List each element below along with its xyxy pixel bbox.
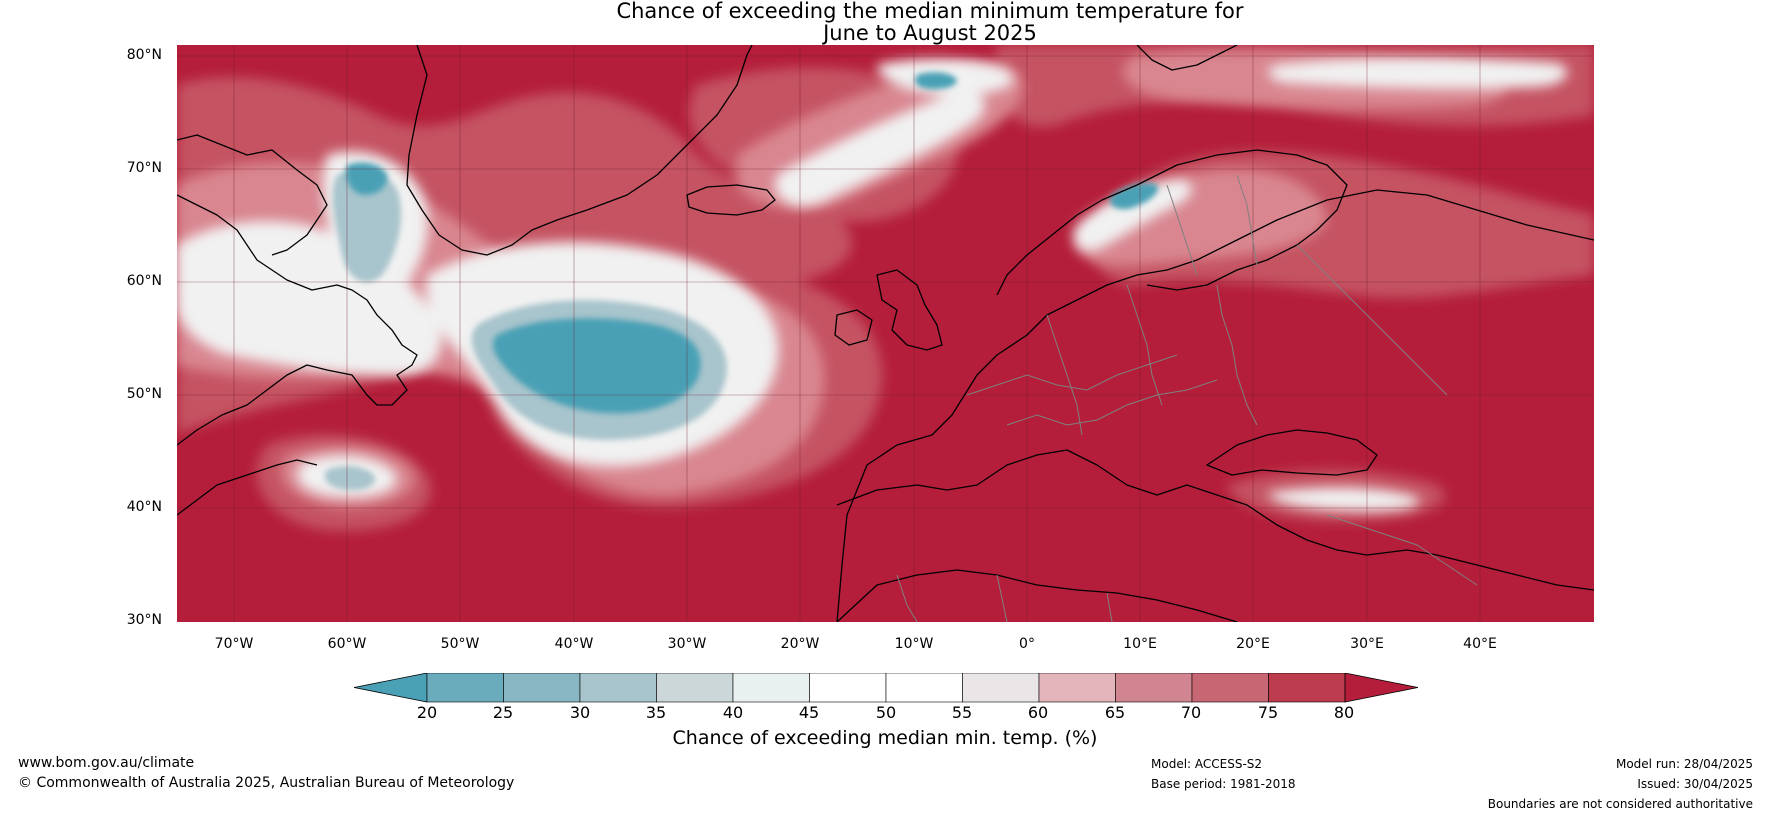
- colorbar-segment: [885, 673, 963, 703]
- map-title-line-1: Chance of exceeding the median minimum t…: [616, 0, 1244, 23]
- colorbar-segment: [503, 673, 581, 703]
- lat-label-60n: 60°N: [126, 273, 162, 289]
- coastlines: [177, 45, 1594, 622]
- footer-issued: Issued: 30/04/2025: [1637, 777, 1753, 791]
- colorbar-segment: [656, 673, 734, 703]
- coast-mediterranean: [836, 449, 1594, 591]
- colorbar-segment: [579, 673, 657, 703]
- colorbar-tick-70: 70: [1180, 703, 1202, 722]
- colorbar-segment: [962, 673, 1040, 703]
- lon-label-0: 0°: [1019, 636, 1035, 652]
- border-middle-east: [1326, 514, 1478, 586]
- colorbar-tick-80: 80: [1333, 703, 1355, 722]
- border-europe-4: [1126, 284, 1163, 406]
- colorbar-tick-40: 40: [722, 703, 744, 722]
- coast-greenland: [406, 45, 753, 256]
- field-very-low-norway: [1109, 183, 1158, 210]
- lon-label-70w: 70°W: [214, 636, 254, 652]
- lon-label-10e: 10°E: [1123, 636, 1157, 652]
- colorbar-segment: [1191, 673, 1269, 703]
- coast-labrador-south: [177, 459, 318, 516]
- border-europe-5: [1216, 284, 1258, 426]
- lon-label-30e: 30°E: [1350, 636, 1384, 652]
- colorbar-tick-60: 60: [1027, 703, 1049, 722]
- footer-model-run: Model run: 28/04/2025: [1615, 757, 1753, 771]
- colorbar-segment: [809, 673, 887, 703]
- probability-field: [177, 45, 1594, 531]
- footer-base-period: Base period: 1981-2018: [1151, 777, 1296, 791]
- coast-north-america: [177, 194, 418, 446]
- border-sweden: [1166, 184, 1198, 276]
- graticule: [177, 45, 1594, 622]
- coast-svalbard: [1136, 45, 1238, 71]
- colorbar-tick-55: 55: [951, 703, 973, 722]
- field-near-median-svalbard: [1268, 58, 1568, 89]
- colorbar: [354, 673, 1418, 703]
- lon-label-30w: 30°W: [667, 636, 707, 652]
- border-north-africa: [896, 574, 1113, 622]
- borders: [896, 174, 1478, 622]
- lat-label-70n: 70°N: [126, 160, 162, 176]
- footer-copyright: © Commonwealth of Australia 2025, Austra…: [18, 775, 515, 791]
- coast-north-africa: [836, 569, 1238, 622]
- border-europe-2: [1006, 379, 1218, 426]
- lon-label-20w: 20°W: [780, 636, 820, 652]
- lon-label-40w: 40°W: [554, 636, 594, 652]
- coast-ireland: [834, 309, 873, 346]
- footer-model: Model: ACCESS-S2: [1151, 757, 1263, 771]
- colorbar-segment: [732, 673, 810, 703]
- colorbar-tick-30: 30: [569, 703, 591, 722]
- colorbar-tick-20: 20: [416, 703, 438, 722]
- lat-label-30n: 30°N: [126, 612, 162, 628]
- lon-label-60w: 60°W: [327, 636, 367, 652]
- field-near-median-norway: [1073, 180, 1192, 251]
- field-low-baffin: [332, 170, 402, 283]
- lon-label-20e: 20°E: [1236, 636, 1270, 652]
- lon-label-10w: 10°W: [894, 636, 934, 652]
- lat-label-80n: 80°N: [126, 47, 162, 63]
- colorbar-extend-high: [1344, 673, 1418, 703]
- border-europe-3: [1046, 314, 1083, 436]
- field-near-median-black-sea: [1267, 487, 1420, 511]
- colorbar-segment: [426, 673, 504, 703]
- coast-british-isles: [876, 269, 943, 351]
- coast-europe-mainland: [836, 189, 1594, 622]
- border-finland: [1236, 174, 1258, 266]
- colorbar-segment: [1115, 673, 1193, 703]
- lat-label-40n: 40°N: [126, 499, 162, 515]
- lon-label-50w: 50°W: [440, 636, 480, 652]
- field-very-low-baffin: [345, 162, 388, 195]
- field-near-median-greenland-sea: [775, 91, 986, 206]
- colorbar-segments: [354, 673, 1418, 703]
- coast-scandinavia: [996, 149, 1348, 296]
- colorbar-tick-35: 35: [645, 703, 667, 722]
- colorbar-tick-75: 75: [1257, 703, 1279, 722]
- colorbar-tick-25: 25: [492, 703, 514, 722]
- forecast-map: [177, 45, 1594, 622]
- colorbar-tick-50: 50: [875, 703, 897, 722]
- colorbar-tick-65: 65: [1104, 703, 1126, 722]
- colorbar-segment: [1268, 673, 1346, 703]
- colorbar-segment: [1038, 673, 1116, 703]
- colorbar-tick-45: 45: [798, 703, 820, 722]
- map-title-line-2: June to August 2025: [823, 21, 1037, 45]
- coast-iceland: [686, 184, 776, 216]
- field-very-low-jan-mayen: [914, 72, 957, 90]
- border-russia: [1296, 244, 1448, 396]
- footer-website: www.bom.gov.au/climate: [18, 755, 195, 771]
- lon-label-40e: 40°E: [1463, 636, 1497, 652]
- field-very-low-mid-atlantic: [492, 318, 701, 414]
- colorbar-extend-low: [354, 673, 428, 703]
- border-europe-1: [966, 354, 1178, 396]
- colorbar-label: Chance of exceeding median min. temp. (%…: [672, 727, 1098, 749]
- footer-disclaimer: Boundaries are not considered authoritat…: [1487, 797, 1753, 811]
- field-low-newfoundland: [324, 465, 376, 491]
- coast-black-sea: [1206, 429, 1378, 476]
- coast-baffin: [177, 134, 328, 256]
- lat-label-50n: 50°N: [126, 386, 162, 402]
